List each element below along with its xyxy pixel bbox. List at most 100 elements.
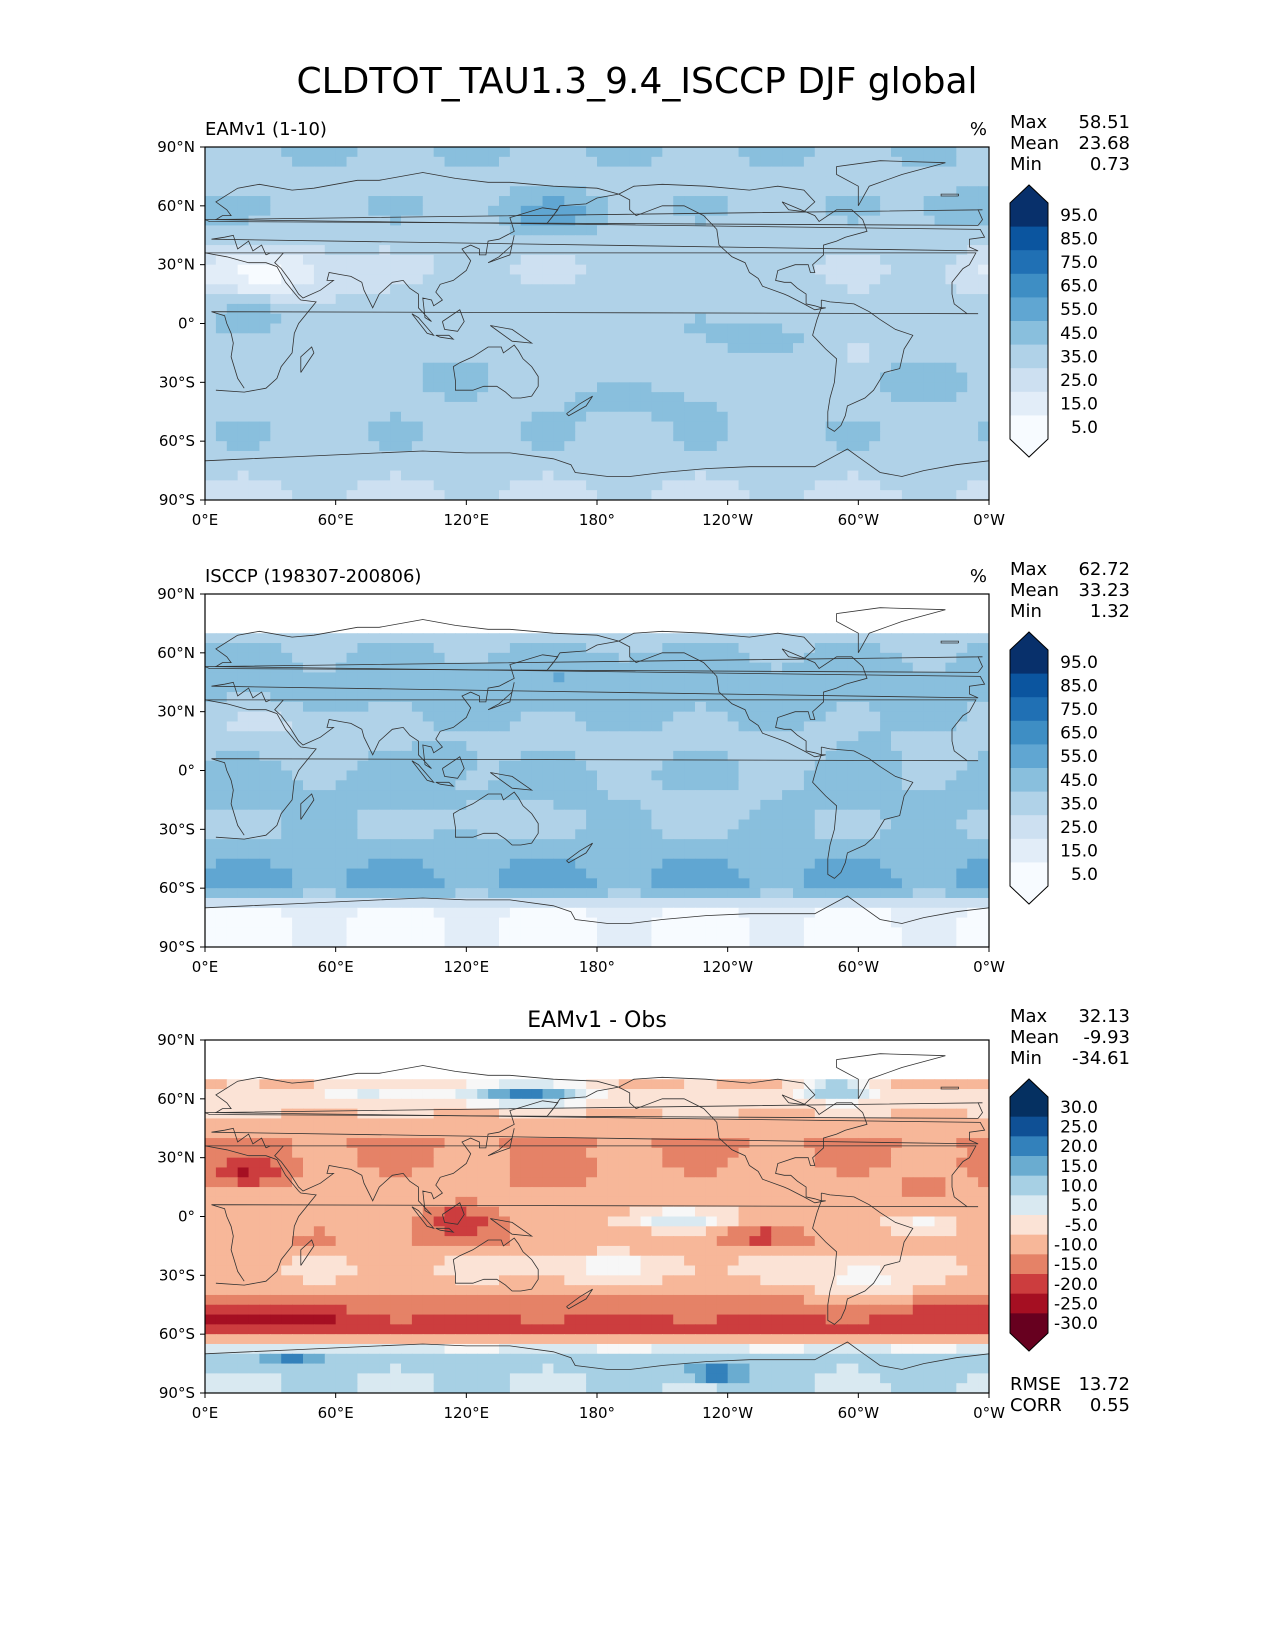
field-cell [956,868,968,879]
field-cell [651,799,663,811]
field-cell [662,819,674,830]
field-cell [575,431,587,442]
field-cell [335,652,348,664]
field-cell [390,392,402,403]
field-cell [651,888,663,899]
field-cell [477,323,489,334]
field-cell [738,274,751,285]
field-cell [825,721,838,732]
field-cell [499,633,511,644]
field-cell [422,780,435,791]
field-cell [586,441,598,452]
field-cell [270,147,282,158]
field-cell [270,809,282,821]
field-cell [553,643,565,654]
field-cell [335,431,348,442]
field-cell [705,790,718,801]
field-cell [618,907,631,919]
field-cell [357,284,369,295]
field-cell [477,480,489,491]
field-cell [597,186,609,197]
field-cell [618,868,631,879]
field-cell [629,731,642,742]
field-cell [945,839,957,850]
field-cell [836,225,849,236]
field-cell [814,848,827,860]
field-cell [520,682,533,693]
field-cell [684,352,696,364]
field-cell [542,917,555,928]
field-cell [629,225,642,236]
field-cell [368,741,380,752]
field-cell [281,937,293,947]
field-cell [292,156,304,168]
field-cell [215,878,228,889]
field-cell [455,372,467,383]
field-cell [455,205,467,217]
field-cell [738,196,751,207]
field-cell [749,701,761,713]
field-cell [313,770,326,781]
field-cell [313,888,326,899]
field-cell [259,235,271,246]
field-cell [716,333,729,344]
field-cell [346,662,359,674]
field-cell [499,839,511,850]
field-cell [401,907,413,919]
field-cell [891,274,903,285]
field-cell [270,711,282,723]
field-cell [597,858,609,870]
y-tick-label: 60°N [157,197,195,215]
field-cell [869,741,881,752]
field-cell [803,907,816,919]
field-cell [640,799,653,811]
field-cell [335,888,348,899]
field-cell [379,917,391,928]
field-cell [575,470,587,481]
field-cell [629,750,642,762]
field-cell [782,480,794,491]
field-cell [226,274,239,285]
field-cell [738,470,751,481]
field-cell [782,215,794,227]
field-cell [444,927,457,938]
field-cell [716,701,729,713]
field-cell [945,848,957,860]
field-cell [248,431,261,442]
field-cell [847,858,859,870]
field-cell [880,323,892,334]
field-cell [499,917,511,928]
field-cell [956,701,968,713]
field-cell [433,490,446,500]
field-cell [858,888,870,899]
field-cell [259,672,271,683]
field-cell [509,770,522,781]
field-cell [313,799,326,811]
field-cell [640,450,653,462]
field-cell [433,480,446,491]
field-cell [553,682,565,693]
field-cell [956,382,968,393]
field-cell [542,421,555,432]
field-cell [520,294,533,305]
field-cell [248,888,261,899]
field-cell [357,937,369,947]
field-cell [629,790,642,801]
field-cell [390,937,402,947]
field-cell [825,927,838,938]
field-cell [662,284,674,295]
field-cell [934,907,947,919]
field-cell [411,254,424,266]
field-cell [967,421,979,432]
field-cell [466,196,478,207]
field-cell [901,382,914,393]
field-cell [825,401,838,413]
field-cell [586,225,598,236]
coastline [435,334,455,340]
field-cell [956,819,968,830]
field-cell [379,662,391,674]
field-cell [738,809,751,821]
field-cell [793,809,805,821]
field-cell [629,799,642,811]
field-cell [782,731,794,742]
